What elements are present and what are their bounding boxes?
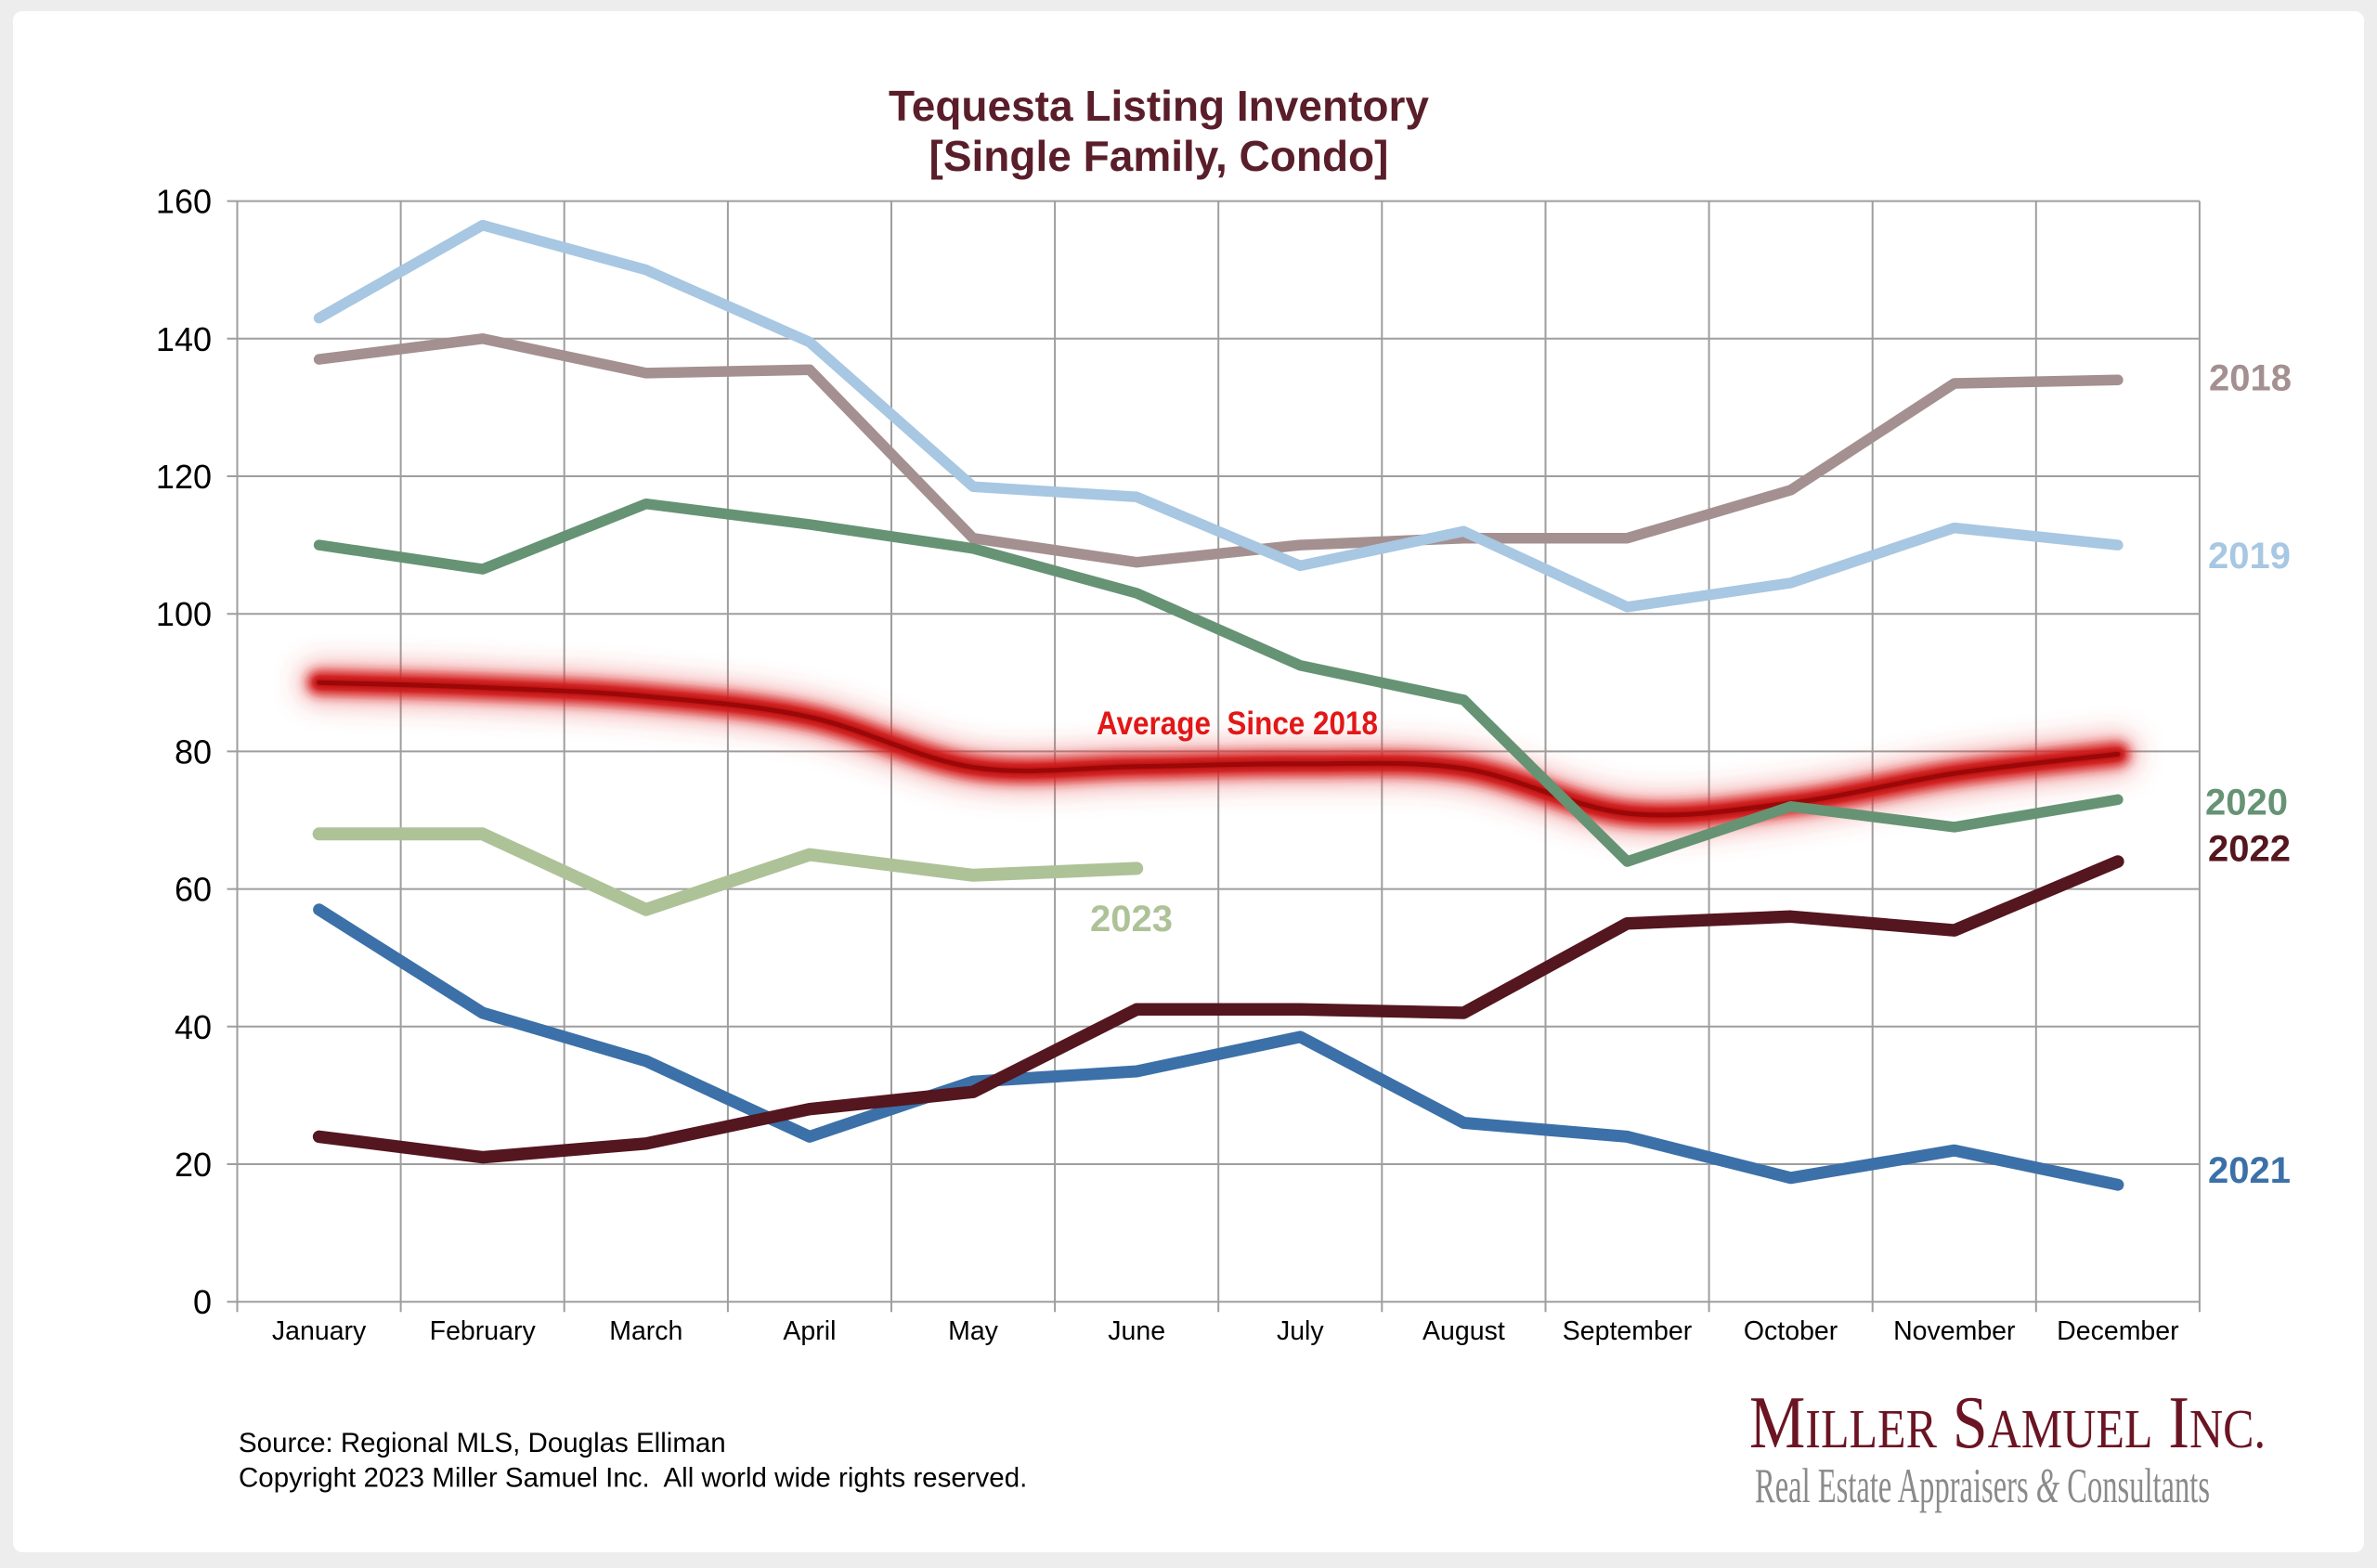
svg-text:2020: 2020	[2205, 783, 2288, 823]
svg-text:April: April	[783, 1316, 836, 1346]
svg-text:Average Since 2018: Average Since 2018	[1097, 706, 1378, 742]
svg-text:Source: Regional MLS, Douglas: Source: Regional MLS, Douglas Elliman	[239, 1428, 726, 1458]
svg-text:2021: 2021	[2208, 1150, 2291, 1191]
svg-text:November: November	[1893, 1316, 2016, 1346]
svg-text:140: 140	[156, 320, 212, 358]
svg-text:80: 80	[175, 732, 212, 771]
svg-text:2019: 2019	[2208, 536, 2291, 577]
svg-text:20: 20	[175, 1146, 212, 1184]
svg-text:Tequesta Listing Inventory: Tequesta Listing Inventory	[889, 82, 1429, 130]
svg-text:160: 160	[156, 183, 212, 221]
svg-text:2022: 2022	[2208, 829, 2291, 870]
svg-text:100: 100	[156, 595, 212, 633]
svg-text:March: March	[609, 1316, 682, 1346]
svg-text:60: 60	[175, 871, 212, 909]
svg-text:May: May	[948, 1316, 999, 1346]
svg-text:July: July	[1277, 1316, 1324, 1346]
svg-text:120: 120	[156, 458, 212, 496]
svg-text:40: 40	[175, 1008, 212, 1046]
svg-text:January: January	[272, 1316, 367, 1346]
svg-text:[Single Family, Condo]: [Single Family, Condo]	[929, 132, 1389, 180]
svg-text:February: February	[430, 1316, 537, 1346]
svg-text:2023: 2023	[1090, 899, 1173, 940]
svg-text:2018: 2018	[2209, 358, 2292, 399]
svg-text:September: September	[1563, 1316, 1693, 1346]
svg-text:October: October	[1744, 1316, 1838, 1346]
svg-text:Copyright 2023 Miller Samuel I: Copyright 2023 Miller Samuel Inc. All wo…	[239, 1463, 1027, 1494]
svg-text:0: 0	[193, 1283, 212, 1321]
svg-text:Real Estate Appraisers & Consu: Real Estate Appraisers & Consultants	[1755, 1459, 2210, 1513]
svg-text:December: December	[2057, 1316, 2179, 1346]
svg-text:June: June	[1108, 1316, 1165, 1346]
svg-text:August: August	[1422, 1316, 1505, 1346]
